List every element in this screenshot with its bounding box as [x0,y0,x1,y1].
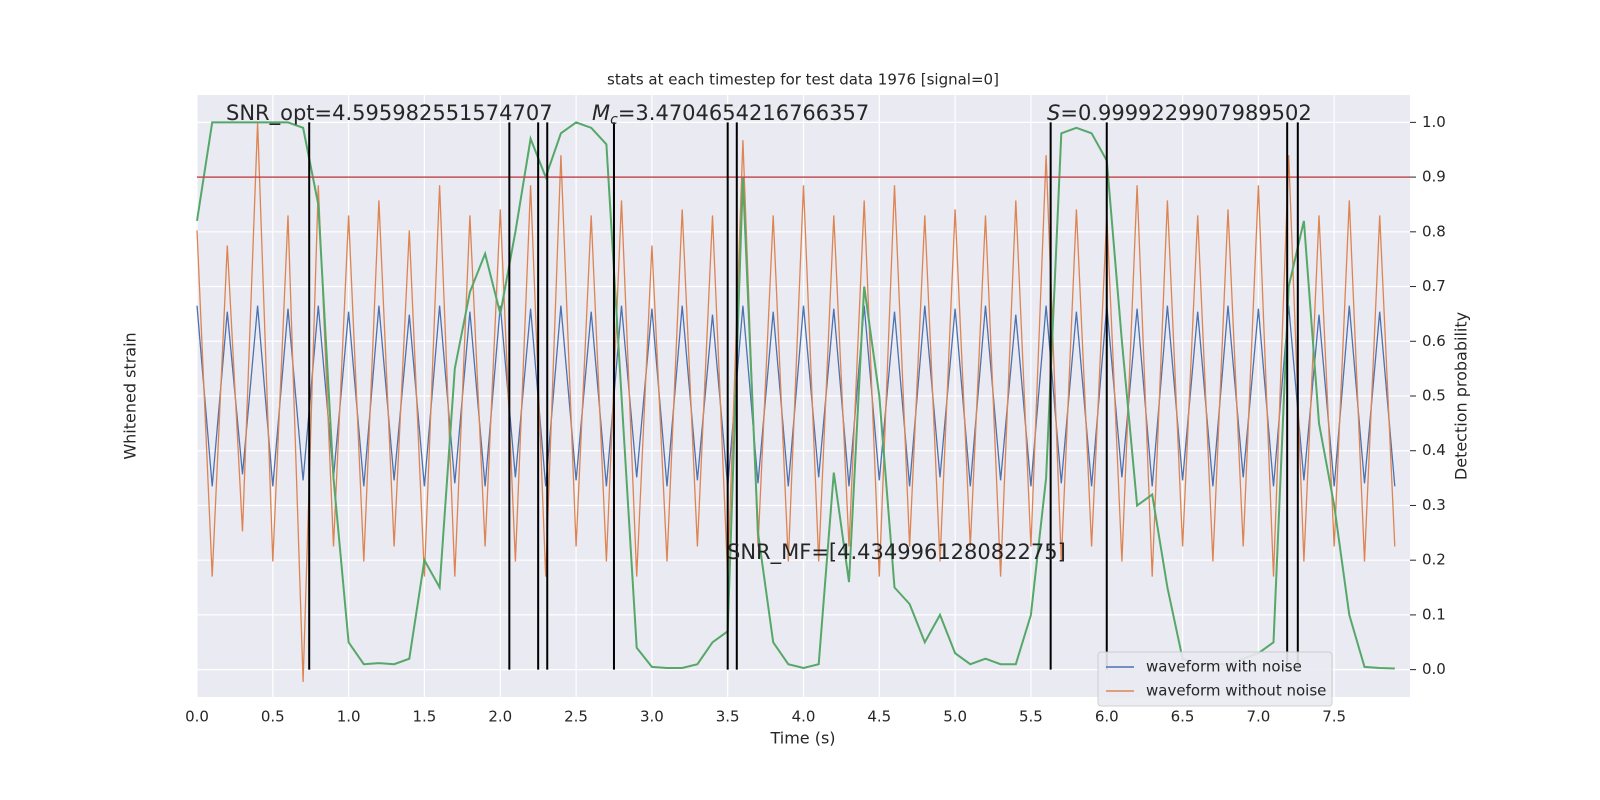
x-tick-label: 1.0 [337,708,361,726]
x-tick-label: 2.5 [564,708,588,726]
x-tick-label: 1.5 [413,708,437,726]
y2-tick-label: 0.5 [1422,387,1446,405]
annotation-text: SNR_MF=[4.434996128082275] [727,540,1066,565]
annotation-text: =0.9999229907989502 [1060,101,1311,125]
y2-tick-label: 0.2 [1422,551,1446,569]
annotation-text: SNR_opt=4.595982551574707 [226,101,553,126]
y2-tick-label: 0.7 [1422,277,1446,295]
x-tick-label: 2.0 [488,708,512,726]
annotation: SNR_opt=4.595982551574707 [226,101,553,126]
y2-tick-label: 0.3 [1422,496,1446,514]
legend-label: waveform with noise [1146,658,1302,676]
x-tick-label: 4.0 [792,708,816,726]
x-tick-label: 7.5 [1322,708,1346,726]
y2-tick-label: 0.8 [1422,222,1446,240]
x-tick-label: 3.5 [716,708,740,726]
y2-tick-label: 1.0 [1422,113,1446,131]
annotation-text: =3.4704654216766357 [618,101,869,125]
x-tick-label: 5.5 [1019,708,1043,726]
series-line [196,122,1396,682]
y-axis-label: Whitened strain [121,332,140,459]
legend-label: waveform without noise [1146,682,1326,700]
series-line [196,305,1396,487]
x-tick-label: 0.0 [185,708,209,726]
y2-axis-label: Detection probability [1452,312,1471,480]
x-tick-label: 7.0 [1246,708,1270,726]
x-tick-label: 4.5 [867,708,891,726]
y2-tick-label: 0.6 [1422,332,1446,350]
x-tick-label: 6.5 [1171,708,1195,726]
x-axis-label: Time (s) [769,729,835,748]
x-tick-label: 5.0 [943,708,967,726]
annotation: S=0.9999229907989502 [1047,101,1312,125]
annotation: Mc=3.4704654216766357 [592,101,869,128]
chart-title: stats at each timestep for test data 197… [607,71,999,89]
annotation-symbol: S [1047,101,1060,125]
annotation-subscript: c [610,112,618,128]
legend-box [1097,651,1333,707]
y2-tick-label: 0.1 [1422,605,1446,623]
x-tick-label: 6.0 [1095,708,1119,726]
y2-tick-label: 0.4 [1422,441,1446,459]
annotation: SNR_MF=[4.434996128082275] [727,540,1066,565]
annotation-symbol: M [592,101,610,125]
y2-tick-label: 0.0 [1422,660,1446,678]
x-tick-label: 3.0 [640,708,664,726]
x-tick-label: 0.5 [261,708,285,726]
y2-tick-label: 0.9 [1422,168,1446,186]
